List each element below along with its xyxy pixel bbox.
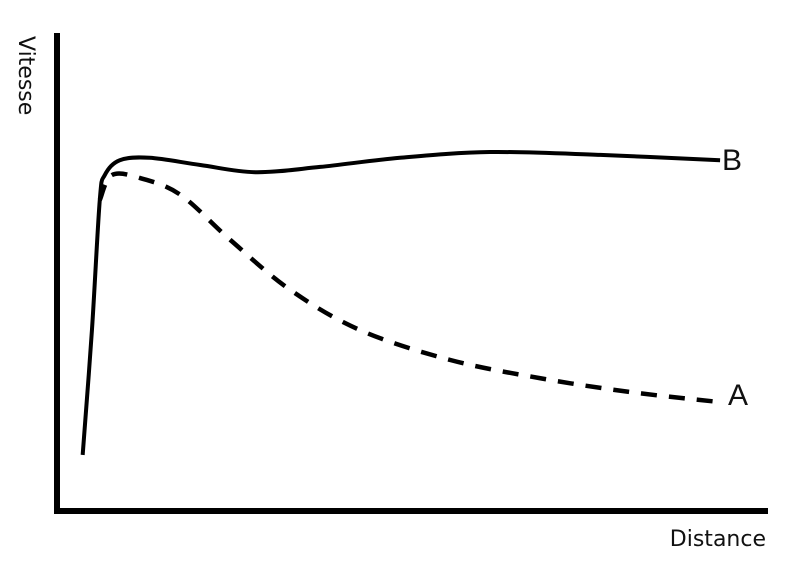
series-line-b xyxy=(80,149,721,456)
series-line-a xyxy=(97,171,721,405)
series-label-a: A xyxy=(728,379,748,412)
y-axis-label: Vitesse xyxy=(13,36,38,115)
x-axis-label: Distance xyxy=(670,527,766,552)
series-label-b: B xyxy=(722,144,742,177)
